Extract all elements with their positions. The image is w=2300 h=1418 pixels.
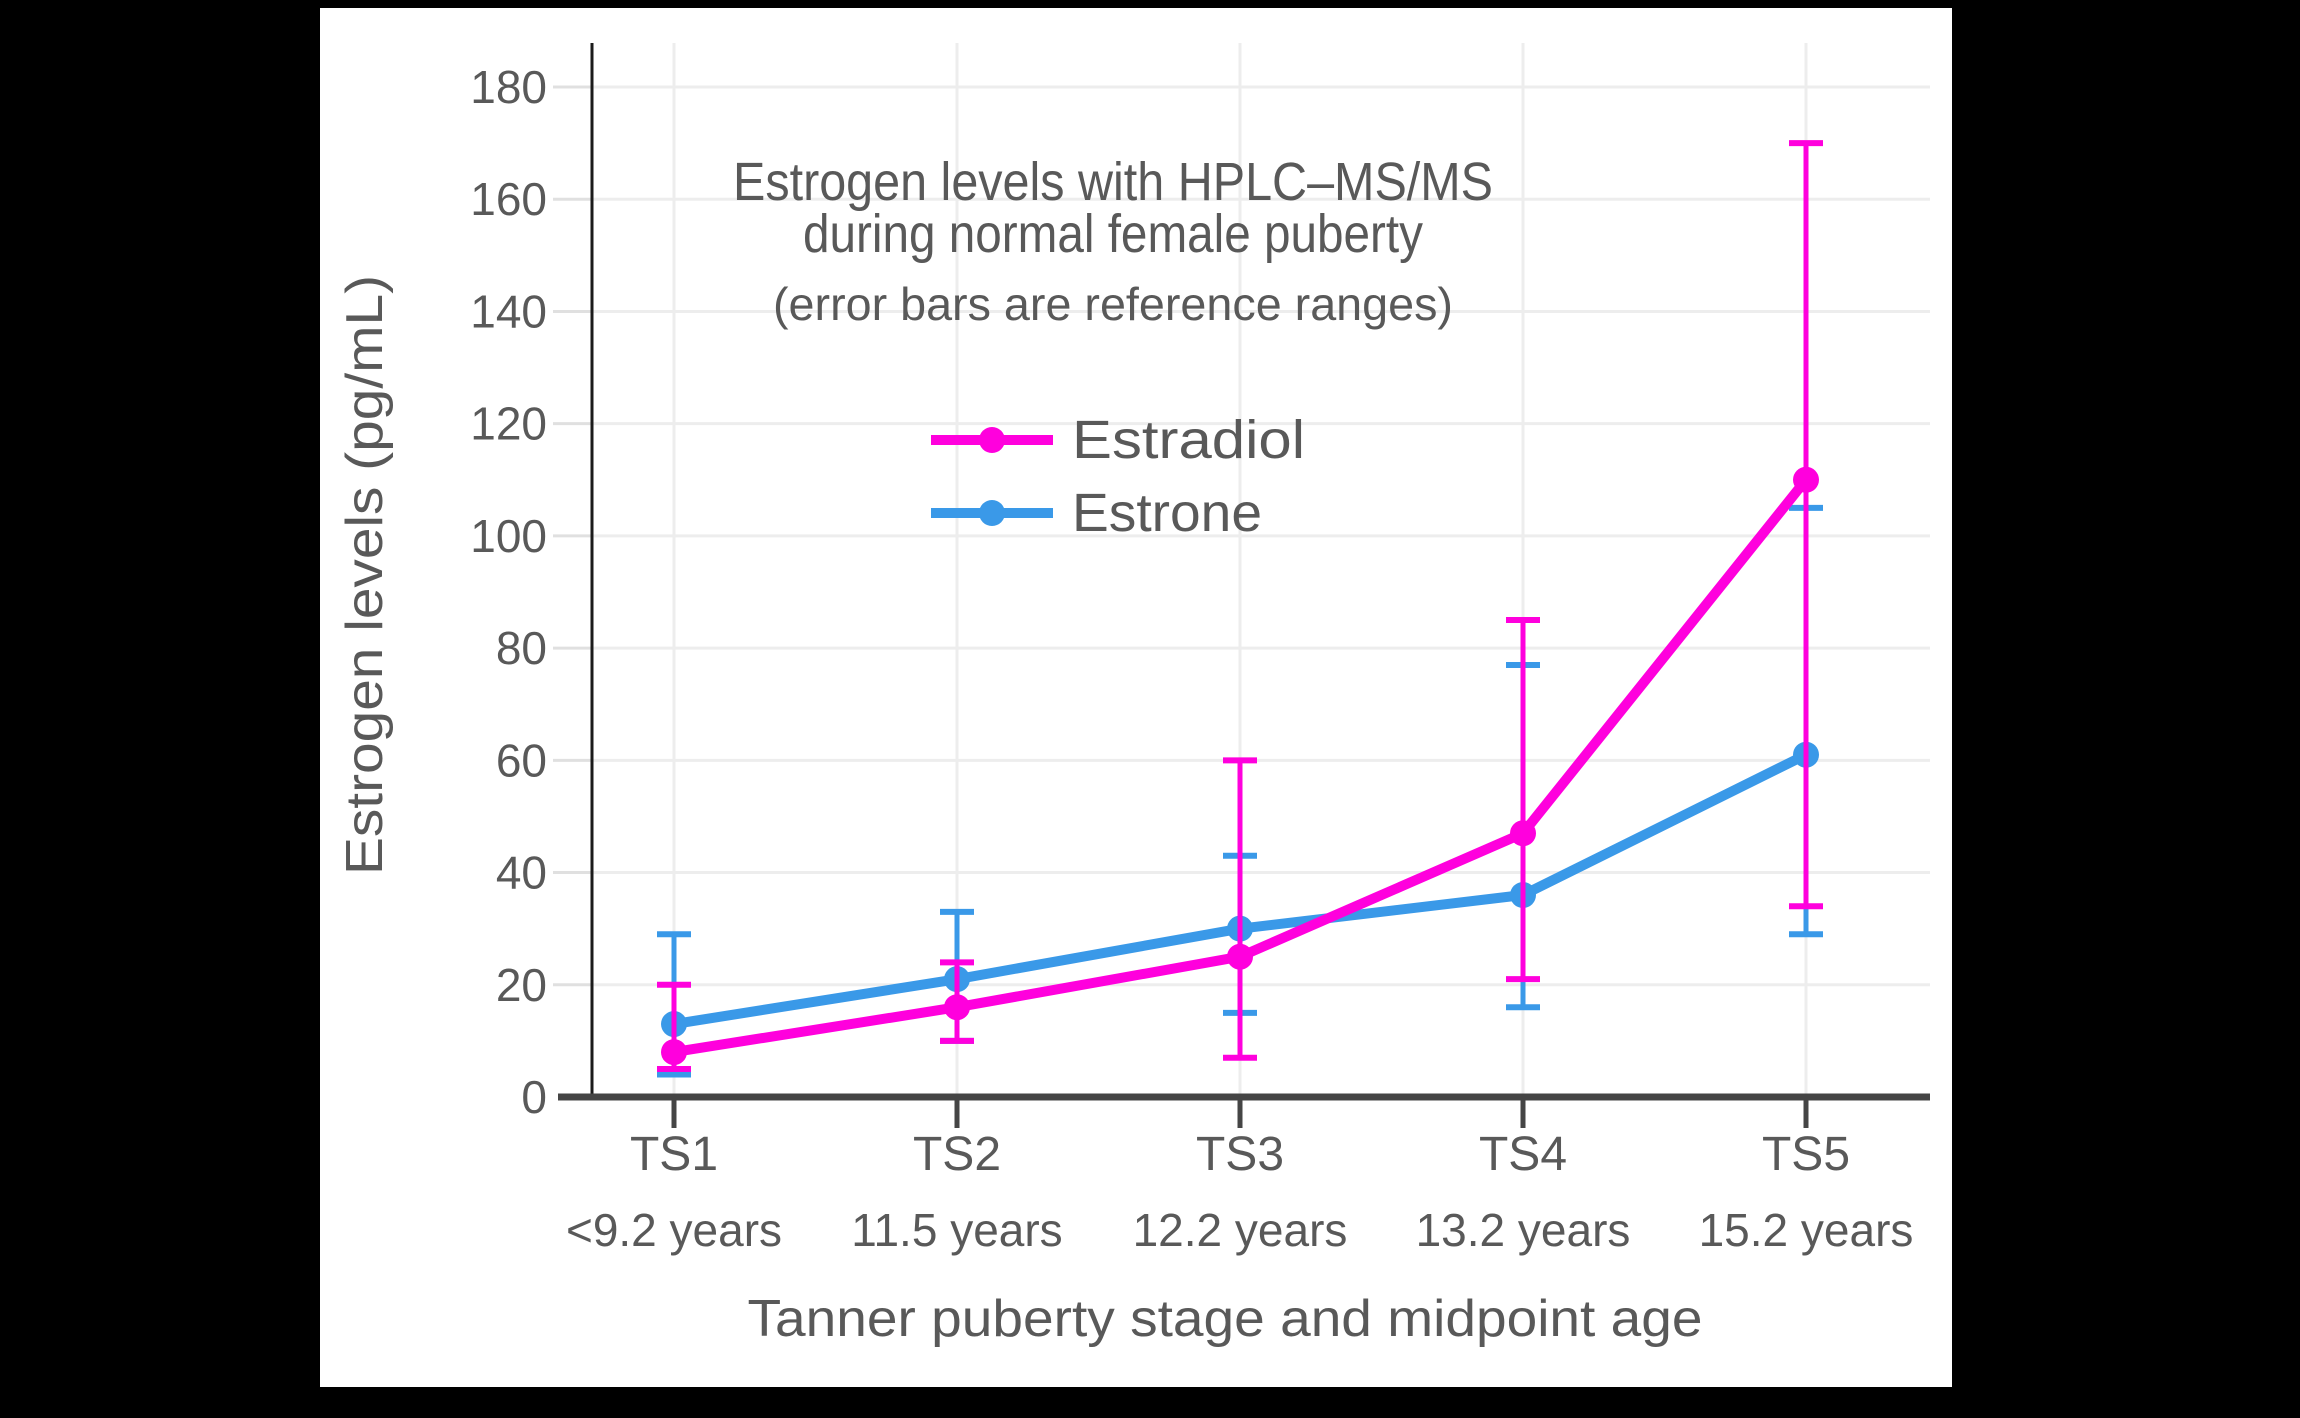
data-point-estradiol-ts5 <box>1793 466 1819 493</box>
y-tick-label: 160 <box>470 173 547 225</box>
chart-canvas: 0 20 40 60 80 100 120 140 160 180 TS1 TS2 TS3 TS4 TS5 <… <box>320 8 1952 1387</box>
x-age-label: 15.2 years <box>1699 1204 1914 1256</box>
legend-label-estrone: Estrone <box>1072 483 1262 543</box>
chart-subtitle: (error bars are reference ranges) <box>773 278 1453 330</box>
y-tick-label: 120 <box>470 398 547 450</box>
y-tick-label: 100 <box>470 510 547 562</box>
y-axis-title: Estrogen levels (pg/mL) <box>336 275 394 875</box>
data-point-estradiol-ts4 <box>1510 820 1536 847</box>
legend-swatch-dot-estrone <box>979 500 1005 526</box>
y-tick-label: 180 <box>470 61 547 113</box>
data-point-estradiol-ts3 <box>1227 943 1253 970</box>
data-point-estradiol-ts1 <box>661 1039 687 1066</box>
x-category-label: TS5 <box>1762 1128 1850 1181</box>
legend-swatch-dot-estradiol <box>979 427 1005 453</box>
estrogen-chart: 0 20 40 60 80 100 120 140 160 180 TS1 TS2 TS3 TS4 TS5 <… <box>336 43 1930 1348</box>
y-tick-label: 60 <box>496 734 547 786</box>
x-age-label: 11.5 years <box>851 1204 1062 1256</box>
x-category-label: TS3 <box>1196 1128 1284 1181</box>
y-tick-label: 140 <box>470 285 547 337</box>
x-category-label: TS4 <box>1479 1128 1567 1181</box>
x-category-label: TS2 <box>913 1128 1001 1181</box>
y-tick-label: 0 <box>521 1071 547 1123</box>
x-axis-title: Tanner puberty stage and midpoint age <box>748 1290 1703 1348</box>
x-age-label: 12.2 years <box>1133 1204 1348 1256</box>
x-age-label: <9.2 years <box>566 1204 782 1256</box>
legend-label-estradiol: Estradiol <box>1072 410 1305 470</box>
chart-title-line-2: during normal female puberty <box>803 204 1423 264</box>
y-tick-label: 80 <box>496 622 547 674</box>
y-tick-label: 40 <box>496 847 547 899</box>
x-category-label: TS1 <box>630 1128 718 1181</box>
x-age-label: 13.2 years <box>1416 1204 1631 1256</box>
y-tick-label: 20 <box>496 959 547 1011</box>
data-point-estradiol-ts2 <box>944 994 970 1021</box>
chart-title-line-1: Estrogen levels with HPLC–MS/MS <box>733 152 1493 212</box>
